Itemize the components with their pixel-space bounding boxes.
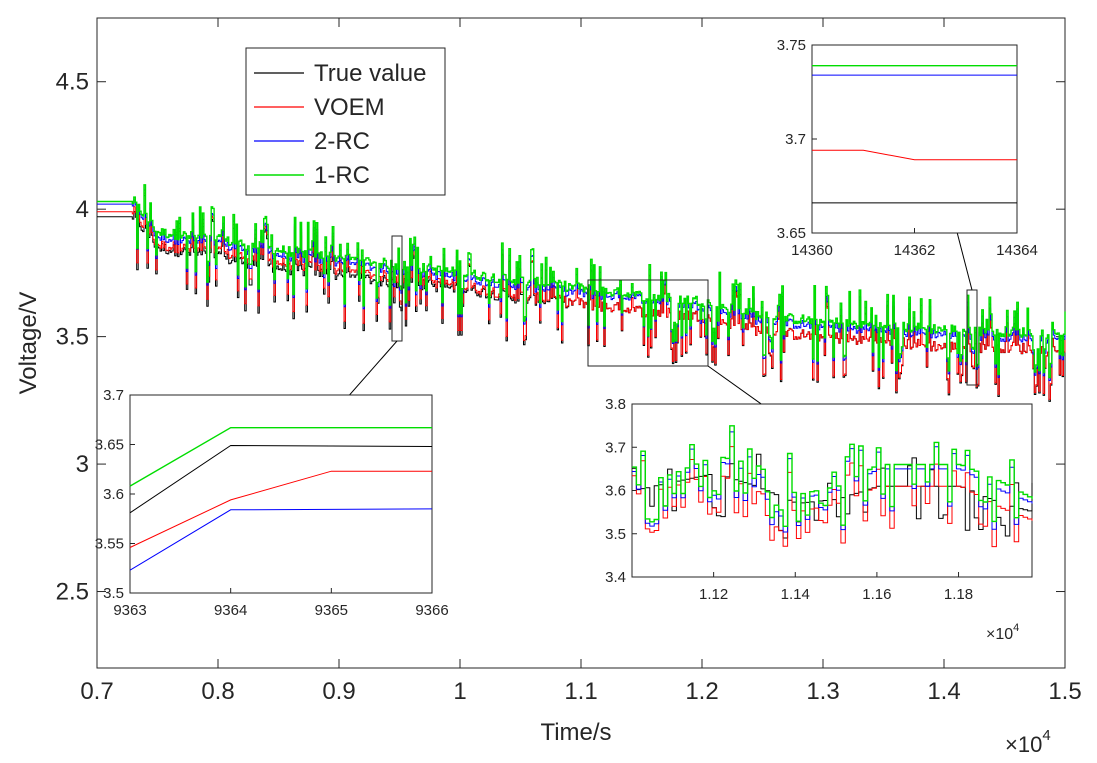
inset-series-line-voem: [812, 149, 1017, 161]
legend-label-voem: VOEM: [314, 94, 385, 121]
inset-right-x-exponent-base: ×10: [986, 626, 1013, 643]
inset-plot-area: [129, 394, 433, 594]
inset-y-tick-label: 3.75: [777, 37, 806, 54]
legend-label-true-value: True value: [314, 60, 427, 87]
inset-x-tick-label: 14364: [996, 242, 1038, 259]
x-tick-label: 1.2: [685, 678, 718, 705]
inset-y-tick-label: 3.7: [103, 387, 124, 404]
inset-y-tick-label: 3.5: [103, 585, 124, 602]
inset-right-x-exponent-power: 4: [1013, 622, 1019, 634]
inset-series-line-voem: [129, 470, 432, 548]
x-tick-label: 1.3: [806, 678, 839, 705]
inset-x-tick-label: 9364: [214, 602, 247, 619]
y-tick-label: 4: [76, 196, 89, 223]
main-ticks: 0.7 0.8 0.9 1 1.1 1.2 1.3 1.4 1.5 2.5 3 3.5 4 4.5: [56, 18, 1082, 705]
x-exponent-base: ×10: [1005, 732, 1042, 757]
inset-right: ×104 1.12 1.14 1.16 1.18 3.4 3.5 3.6 3.7 3.8: [605, 396, 1033, 643]
inset-y-tick-label: 3.6: [605, 483, 626, 500]
series-line-1-rc: [97, 184, 1066, 379]
inset-x-tick-label: 1.14: [781, 586, 810, 603]
inset-x-tick-label: 14362: [894, 242, 936, 259]
inset-y-tick-label: 3.6: [103, 486, 124, 503]
inset-x-tick-label: 14360: [791, 242, 833, 259]
x-tick-label: 1.4: [927, 678, 960, 705]
main-series: [97, 184, 1066, 402]
y-tick-label: 2.5: [56, 579, 89, 606]
inset-x-tick-label: 9365: [315, 602, 348, 619]
x-tick-label: 1.1: [564, 678, 597, 705]
x-axis-label: Time/s: [540, 719, 611, 746]
x-exponent-power: 4: [1042, 727, 1050, 744]
inset-plot-area: [811, 44, 1018, 234]
inset-y-tick-label: 3.7: [785, 131, 806, 148]
y-axis-label: Voltage/V: [15, 292, 42, 395]
x-exponent: ×104: [1005, 727, 1051, 757]
inset-y-tick-label: 3.7: [605, 439, 626, 456]
inset-y-tick-label: 3.65: [95, 437, 124, 454]
legend-label-2rc: 2-RC: [314, 128, 370, 155]
inset-x-tick-label: 9363: [113, 602, 146, 619]
x-tick-label: 0.7: [80, 678, 113, 705]
y-tick-label: 3.5: [56, 324, 89, 351]
inset-y-tick-label: 3.55: [95, 536, 124, 553]
inset-x-tick-label: 1.18: [944, 586, 973, 603]
inset-x-tick-label: 1.12: [699, 586, 728, 603]
inset-y-tick-label: 3.8: [605, 396, 626, 413]
y-tick-label: 4.5: [56, 69, 89, 96]
inset-x-tick-label: 1.16: [862, 586, 891, 603]
inset-series-line-true-value: [129, 444, 433, 514]
inset-series-line-true-value: [632, 453, 1033, 539]
inset-y-tick-label: 3.4: [605, 569, 626, 586]
x-tick-label: 0.8: [201, 678, 234, 705]
inset-series-line-1-rc: [129, 427, 432, 487]
x-tick-label: 1: [453, 678, 466, 705]
legend: True value VOEM 2-RC 1-RC: [245, 47, 446, 196]
inset-series-line-1-rc: [632, 425, 1033, 527]
inset-right-x-exponent: ×104: [986, 622, 1019, 643]
y-tick-label: 3: [76, 451, 89, 478]
zoom-box-11000: [587, 279, 709, 367]
inset-x-tick-label: 9366: [415, 602, 448, 619]
inset-series-line-2-rc: [129, 508, 433, 571]
x-tick-label: 0.9: [322, 678, 355, 705]
inset-y-tick-label: 3.5: [605, 526, 626, 543]
legend-label-1rc: 1-RC: [314, 162, 370, 189]
inset-left: 9363 9364 9365 9366 3.5 3.55 3.6 3.65 3.7: [95, 387, 449, 619]
inset-y-tick-label: 3.65: [777, 225, 806, 242]
inset-top-right: 14360 14362 14364 3.65 3.7 3.75: [777, 37, 1038, 259]
x-tick-label: 1.5: [1048, 678, 1081, 705]
